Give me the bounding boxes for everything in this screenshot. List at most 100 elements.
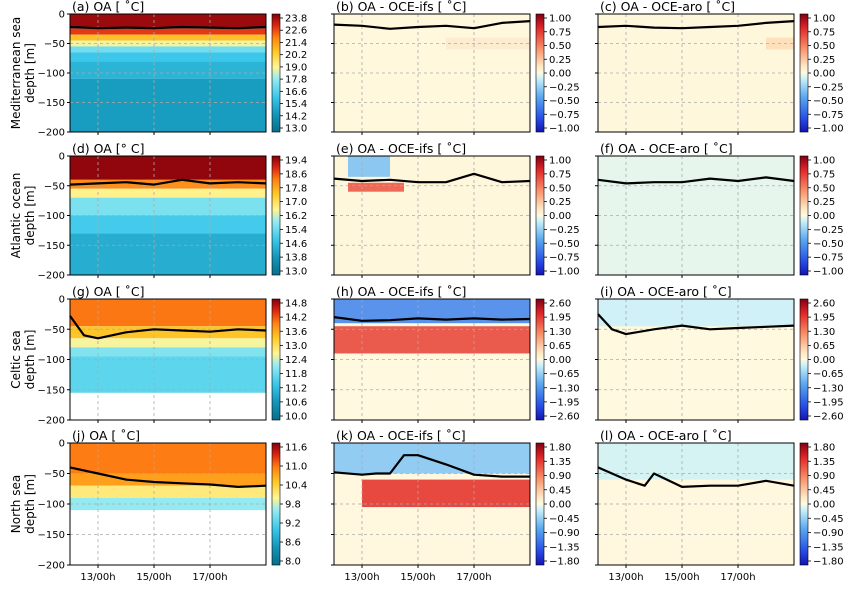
depth-band [70,14,266,29]
colorbar-tick-label: −0.50 [549,96,580,107]
colorbar-tick-label: 1.80 [813,443,835,454]
colorbar-tick-label: 16.2 [285,211,307,222]
panel-title: (d) OA [° C] [72,141,145,156]
panel-l: 13/00h 15/00h 17/00h (l) OA - OCE-aro [ ˚C]… [595,428,844,583]
row-ylabel: North seadepth [m] [9,474,37,534]
depth-band [70,28,266,35]
row-ylabel: Atlantic oceandepth [m] [9,173,37,259]
x-tick-label: 17/00h [720,572,755,583]
colorbar-tick-label: −0.50 [549,239,580,250]
colorbar-tick-label: 1.95 [549,313,571,324]
colorbar-tick-label: 0.00 [549,211,571,222]
colorbar-scale [799,442,809,566]
y-tick-label: −200 [38,128,65,139]
colorbar-tick-label: 0.50 [549,183,571,194]
x-tick-label: 15/00h [136,572,171,583]
y-tick-label: −150 [38,385,65,396]
colorbar-tick-label: −0.25 [549,82,580,93]
colorbar-tick-label: 14.2 [285,313,307,324]
colorbar-scale [535,13,545,133]
depth-band [70,473,266,486]
depth-band [70,326,266,339]
panel-title: (e) OA - OCE-ifs [ ˚C] [336,141,466,156]
colorbar-tick-label: −0.90 [813,528,844,539]
panel-title: (l) OA - OCE-aro [ ˚C] [600,428,732,443]
colorbar-scale [799,155,809,276]
y-tick-label: −200 [38,416,65,427]
colorbar-tick-label: 23.8 [285,14,307,25]
colorbar-tick-label: 0.75 [549,169,571,180]
panel-b: (b) OA - OCE-ifs [ ˚C] 1.00 0.75 0.50 0.25 0.… [331,0,580,135]
panel-title: (a) OA [ ˚C] [72,0,144,14]
y-tick-label: −200 [38,561,65,572]
colorbar: 14.8 14.2 13.6 13.0 12.4 11.8 11.2 10.6 10.0 [271,299,307,423]
colorbar-tick-label: −0.25 [549,225,580,236]
colorbar-tick-label: 9.8 [285,500,301,511]
depth-band [70,299,266,327]
anomaly-region [334,326,530,354]
x-tick-label: 13/00h [344,572,379,583]
y-tick-label: −200 [38,271,65,282]
y-tick-label: 0 [59,439,65,450]
depth-band [70,485,266,498]
colorbar-tick-label: 13.6 [285,327,307,338]
colorbar-tick-label: 0.90 [549,471,571,482]
colorbar-tick-label: 15.4 [285,225,307,236]
colorbar-tick-label: 17.8 [285,183,307,194]
mixed-layer-line [69,466,267,488]
colorbar-scale [799,298,809,421]
colorbar-tick-label: 1.30 [549,327,571,338]
colorbar-tick-label: −0.50 [813,239,844,250]
depth-band [70,46,266,53]
panel-c: (c) OA - OCE-aro [ ˚C] 1.00 0.75 0.50 0.25 0.… [595,0,844,135]
colorbar-tick-label: 11.6 [285,443,307,454]
mixed-layer-line [333,454,530,478]
row-ylabel-line: Atlantic ocean [9,173,23,259]
row-ylabel-line: Celtic sea [9,330,23,389]
panel-title: (f) OA - OCE-aro [ ˚C] [600,141,733,156]
colorbar-tick-label: 1.80 [549,443,571,454]
y-tick-label: −50 [44,469,65,480]
panel-title: (i) OA - OCE-aro [ ˚C] [600,284,732,299]
y-tick-label: −100 [38,500,65,511]
colorbar: 23.822.621.420.219.0 17.816.615.414.2 13.0 [271,13,307,135]
colorbar-tick-label: −0.75 [813,110,844,121]
colorbar-scale [535,298,545,421]
colorbar-tick-label: 0.45 [549,485,571,496]
panel-title: (b) OA - OCE-ifs [ ˚C] [336,0,466,14]
colorbar-tick-label: 2.60 [813,299,835,310]
row-ylabel-line: depth [m] [23,474,37,534]
y-tick-label: −150 [38,530,65,541]
mixed-layer-line [597,176,795,185]
panel-title: (c) OA - OCE-aro [ ˚C] [600,0,735,14]
anomaly-region [348,156,390,177]
depth-band [70,443,266,474]
mixed-layer-line [69,178,267,186]
colorbar-tick-label: 0.00 [549,500,571,511]
mixed-layer-line [69,315,267,340]
colorbar-tick-label: 11.8 [285,369,307,380]
panel-d: 0 −50 −100 −150 −200 (d) OA [° C] 19.4 18.6 17.8… [38,141,308,282]
x-tick-label: 15/00h [664,572,699,583]
colorbar-tick-label: 20.2 [285,50,307,61]
colorbar-tick-label: 1.00 [813,14,835,25]
depth-band [70,156,266,180]
x-tick-label: 17/00h [456,572,491,583]
colorbar-tick-label: −0.65 [813,369,844,380]
colorbar: 19.4 18.6 17.8 17.0 16.2 15.4 14.6 13.8 13.0 [271,156,307,278]
colorbar-tick-label: −1.95 [813,397,844,408]
colorbar-tick-label: −1.35 [549,542,580,553]
colorbar-tick-label: 10.6 [285,397,307,408]
colorbar-tick-label: 14.8 [285,299,307,310]
colorbar-tick-label: −1.30 [549,383,580,394]
depth-band [70,78,266,132]
anomaly-region [348,182,404,192]
colorbar-scale [271,13,281,133]
anomaly-region [334,443,530,474]
colorbar-tick-label: −1.00 [549,267,580,278]
colorbar: 1.00 0.75 0.50 0.25 0.00 −0.25 −0.50 −0.75 −1.00 [799,14,844,135]
colorbar-tick-label: 0.75 [813,169,835,180]
panel-j: 13/00h 15/00h 17/00h 0 −50 −100 −150 −200 (j) OA… [38,428,308,583]
colorbar-scale [535,155,545,276]
